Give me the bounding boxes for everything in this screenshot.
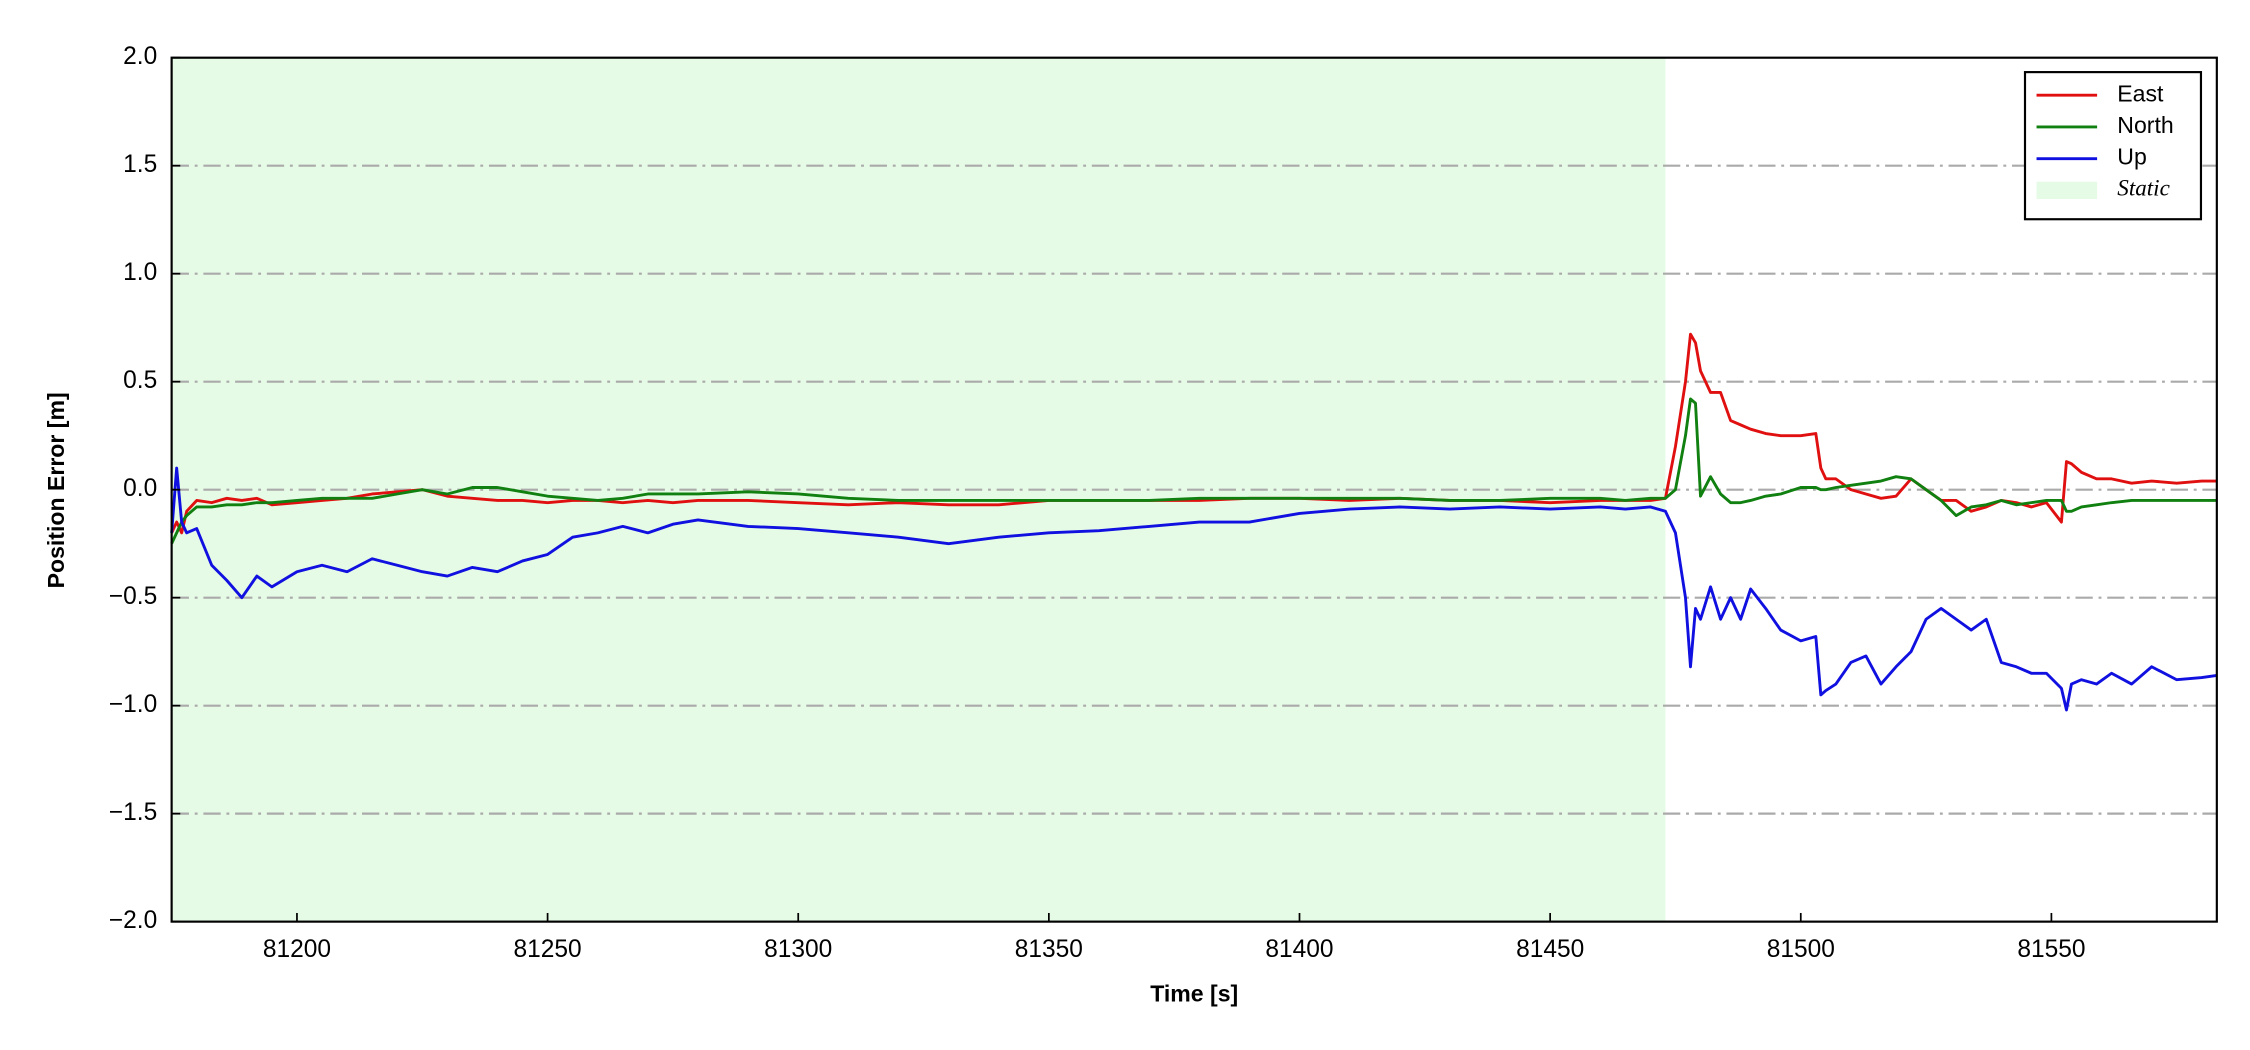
y-tick-label: −1.0 xyxy=(109,691,157,718)
x-tick-label: 81250 xyxy=(514,936,582,963)
y-tick-label: −0.5 xyxy=(109,583,157,610)
x-axis-label: Time [s] xyxy=(1150,980,1238,1006)
axis-layer: −2.0 −1.5 −1.0 −0.5 0.0 0.5 1.0 1.5 2.0 81200 8125… xyxy=(109,43,2203,963)
series-line xyxy=(170,466,2218,712)
y-tick-label: 2.0 xyxy=(123,43,157,70)
y-tick-label: 0.5 xyxy=(123,367,157,394)
y-tick-label: 0.0 xyxy=(123,475,157,502)
y-axis-label: Position Error [m] xyxy=(43,392,69,588)
y-tick-label: −2.0 xyxy=(109,907,157,934)
series-line xyxy=(170,397,2217,545)
x-tick-label: 81450 xyxy=(1516,936,1584,963)
legend-label: East xyxy=(2117,80,2164,106)
x-tick-label: 81350 xyxy=(1015,936,1083,963)
line-layer xyxy=(170,332,2218,712)
y-tick-label: 1.0 xyxy=(123,259,157,286)
x-tick-label: 81500 xyxy=(1767,936,1835,963)
legend-label: North xyxy=(2117,112,2173,138)
y-tick-label: 1.5 xyxy=(123,151,157,178)
legend-label: Up xyxy=(2117,144,2146,170)
x-tick-label: 81400 xyxy=(1265,936,1333,963)
legend-label: Static xyxy=(2117,175,2170,201)
x-tick-label: 81300 xyxy=(764,936,832,963)
y-tick-label: −1.5 xyxy=(109,799,157,826)
x-tick-label: 81200 xyxy=(263,936,331,963)
legend-swatch xyxy=(2036,181,2098,200)
x-tick-label: 81550 xyxy=(2017,936,2085,963)
